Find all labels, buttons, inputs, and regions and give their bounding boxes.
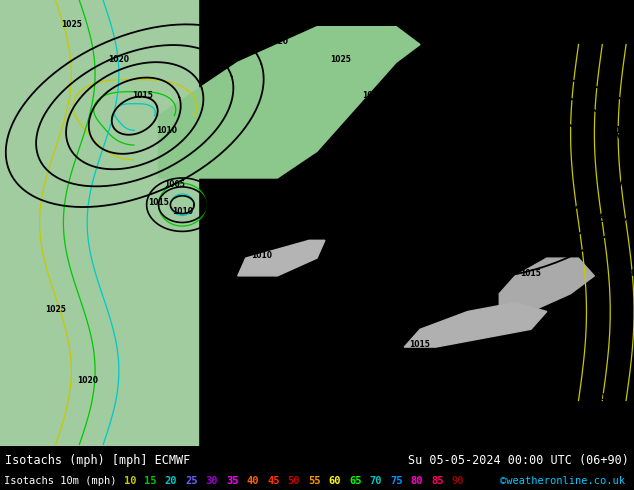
Text: 1020: 1020 xyxy=(77,376,98,385)
Text: 65: 65 xyxy=(349,476,362,486)
Text: 1015: 1015 xyxy=(133,91,153,100)
Text: 85: 85 xyxy=(431,476,444,486)
Text: 55: 55 xyxy=(308,476,321,486)
Text: 1005: 1005 xyxy=(536,340,557,349)
Text: 1025: 1025 xyxy=(61,20,82,29)
Text: 25: 25 xyxy=(185,476,198,486)
Text: 15: 15 xyxy=(144,476,157,486)
Text: 1005: 1005 xyxy=(164,180,184,189)
Text: 1015: 1015 xyxy=(425,109,446,118)
Text: 1010: 1010 xyxy=(584,393,605,402)
Text: 30: 30 xyxy=(205,476,218,486)
Text: 1015: 1015 xyxy=(267,197,288,207)
Text: 1020: 1020 xyxy=(108,55,129,64)
Polygon shape xyxy=(404,303,547,347)
Text: 1005: 1005 xyxy=(616,126,634,136)
Text: 1015: 1015 xyxy=(219,304,240,314)
Text: Su 05-05-2024 00:00 UTC (06+90): Su 05-05-2024 00:00 UTC (06+90) xyxy=(408,454,629,467)
Text: 1015: 1015 xyxy=(299,340,320,349)
Text: 1025: 1025 xyxy=(204,38,224,47)
Text: 45: 45 xyxy=(267,476,280,486)
Text: 80: 80 xyxy=(411,476,424,486)
Text: 1015: 1015 xyxy=(204,358,224,367)
Text: 1010: 1010 xyxy=(378,216,399,224)
Text: 1020: 1020 xyxy=(362,91,383,100)
Text: 1010: 1010 xyxy=(172,207,193,216)
Text: 50: 50 xyxy=(288,476,301,486)
Text: 1005: 1005 xyxy=(489,197,510,207)
Text: 1015: 1015 xyxy=(473,411,494,420)
Text: 20: 20 xyxy=(165,476,177,486)
Text: 60: 60 xyxy=(329,476,341,486)
Polygon shape xyxy=(500,258,595,312)
Text: 1015: 1015 xyxy=(410,340,430,349)
Text: 1010: 1010 xyxy=(251,251,272,260)
Text: 10: 10 xyxy=(124,476,136,486)
Text: 1005: 1005 xyxy=(584,216,605,224)
Text: 1025: 1025 xyxy=(45,304,66,314)
Text: 1015: 1015 xyxy=(148,197,169,207)
Text: 1015: 1015 xyxy=(394,411,415,420)
Text: 90: 90 xyxy=(452,476,464,486)
Text: 75: 75 xyxy=(391,476,403,486)
Polygon shape xyxy=(238,240,325,276)
Text: 1010: 1010 xyxy=(156,126,177,136)
Text: 70: 70 xyxy=(370,476,382,486)
Text: 35: 35 xyxy=(226,476,238,486)
Text: 1010: 1010 xyxy=(473,144,494,153)
Text: 40: 40 xyxy=(247,476,259,486)
Text: 1018: 1018 xyxy=(616,269,634,278)
Text: 1025: 1025 xyxy=(330,55,351,64)
Text: ©weatheronline.co.uk: ©weatheronline.co.uk xyxy=(500,476,625,486)
Text: 1015: 1015 xyxy=(536,126,557,136)
Polygon shape xyxy=(158,26,420,178)
Text: Isotachs 10m (mph): Isotachs 10m (mph) xyxy=(4,476,116,486)
Text: 1020: 1020 xyxy=(267,38,288,47)
Text: Isotachs (mph) [mph] ECMWF: Isotachs (mph) [mph] ECMWF xyxy=(5,454,190,467)
Text: 1015: 1015 xyxy=(521,269,541,278)
